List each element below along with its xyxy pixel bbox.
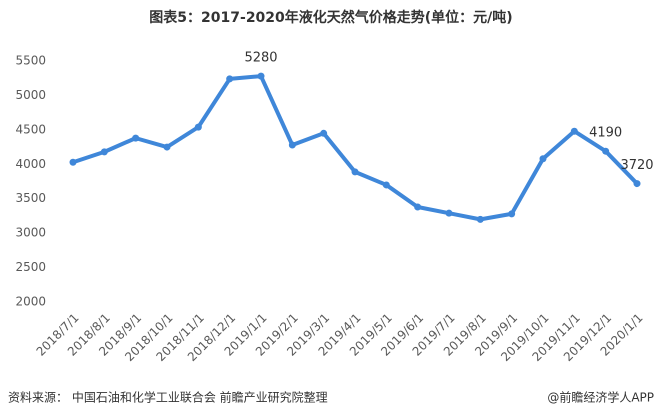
data-point	[476, 215, 484, 223]
data-point	[570, 127, 578, 135]
data-point	[288, 141, 296, 149]
y-tick-label: 3500	[15, 191, 46, 205]
data-line	[72, 74, 639, 222]
data-point	[539, 155, 547, 163]
data-point	[69, 158, 77, 166]
chart-title: 图表5：2017-2020年液化天然气价格走势(单位：元/吨)	[149, 9, 512, 26]
data-label: 3720	[620, 158, 653, 173]
data-label: 5280	[244, 51, 277, 66]
data-point	[351, 168, 359, 176]
y-tick-label: 3000	[15, 226, 46, 240]
brand: @前瞻经济学人APP	[547, 390, 654, 405]
y-tick-label: 2000	[15, 295, 46, 309]
data-point	[633, 180, 641, 188]
data-point	[257, 72, 265, 80]
y-tick-label: 2500	[15, 260, 46, 274]
data-point	[226, 75, 234, 83]
data-point	[414, 203, 422, 211]
data-point	[602, 147, 610, 155]
data-point	[194, 123, 202, 131]
source-note: 资料来源： 中国石油和化学工业联合会 前瞻产业研究院整理	[8, 390, 328, 405]
data-point	[132, 134, 140, 142]
data-label: 4190	[589, 126, 622, 141]
data-point	[320, 129, 328, 137]
y-tick-label: 5500	[15, 54, 46, 68]
y-tick-label: 4000	[15, 157, 46, 171]
y-tick-label: 4500	[15, 122, 46, 136]
data-point	[382, 181, 390, 189]
data-point	[163, 143, 171, 151]
y-tick-label: 5000	[15, 88, 46, 102]
data-point	[100, 148, 108, 156]
data-point	[508, 210, 516, 218]
data-point	[445, 209, 453, 217]
